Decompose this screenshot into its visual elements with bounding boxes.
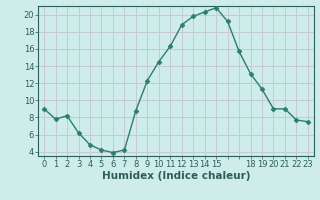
X-axis label: Humidex (Indice chaleur): Humidex (Indice chaleur) (102, 171, 250, 181)
